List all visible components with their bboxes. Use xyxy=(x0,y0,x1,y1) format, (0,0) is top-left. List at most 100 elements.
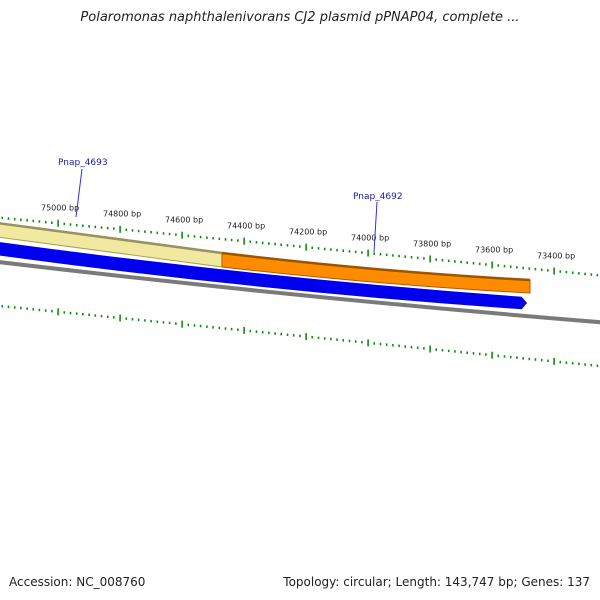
ruler-tick-minor xyxy=(230,238,233,242)
ruler-tick-minor xyxy=(32,308,35,311)
ruler-tick-minor xyxy=(379,342,382,346)
ruler-tick-major xyxy=(367,339,369,347)
ruler-tick-minor xyxy=(144,319,146,322)
ruler-tick-minor xyxy=(509,265,512,268)
ruler-tick-minor xyxy=(361,251,363,254)
ruler-tick-minor xyxy=(441,259,444,262)
ruler-tick-major xyxy=(553,357,555,365)
ruler-tick-minor xyxy=(224,327,227,330)
ruler-tick-minor xyxy=(13,306,16,309)
ruler-tick-minor xyxy=(379,253,382,256)
ruler-tick-minor xyxy=(106,315,109,318)
ruler-tick-minor xyxy=(255,241,258,244)
ruler-tick-minor xyxy=(392,344,394,347)
ruler-tick-minor xyxy=(460,260,462,264)
ruler-tick-minor xyxy=(559,270,562,273)
ruler-tick-minor xyxy=(528,267,531,270)
ruler-tick-minor xyxy=(497,354,499,358)
ruler-labels: 75000 bp 74800 bp 74600 bp 74400 bp 74200 bp… xyxy=(41,204,575,261)
gene-label-pnap-4692[interactable]: Pnap_4692 xyxy=(353,192,403,202)
ruler-tick-minor xyxy=(100,226,103,229)
ruler-tick-minor xyxy=(373,252,375,255)
ruler-tick-minor xyxy=(571,271,574,274)
ruler-tick-minor xyxy=(206,236,208,239)
ruler-tick-minor xyxy=(274,332,276,335)
ruler-tick-minor xyxy=(82,224,84,227)
ruler-tick-minor xyxy=(423,257,425,260)
ruler-tick-minor xyxy=(348,339,351,343)
ruler-label: 74200 bp xyxy=(289,228,327,237)
ruler-tick-minor xyxy=(261,331,264,334)
ruler-tick-major xyxy=(57,219,59,227)
ruler-tick-minor xyxy=(106,226,109,230)
ruler-tick-minor xyxy=(1,216,4,220)
ruler-tick-minor xyxy=(113,316,115,319)
ruler-tick-minor xyxy=(193,235,196,238)
ruler-tick-minor xyxy=(342,249,344,252)
ruler-tick-minor xyxy=(69,311,72,315)
ruler-tick-minor xyxy=(206,325,208,328)
map-title: Polaromonas naphthalenivorans CJ2 plasmi… xyxy=(80,10,520,25)
ruler-lower xyxy=(1,305,599,367)
ruler-tick-minor xyxy=(466,261,468,264)
ruler-tick-minor xyxy=(63,311,66,314)
ruler-tick-minor xyxy=(125,317,128,320)
ruler-tick-minor xyxy=(410,345,413,349)
ruler-tick-minor xyxy=(82,313,84,316)
ruler-tick-minor xyxy=(472,262,475,265)
ruler-tick-minor xyxy=(503,264,506,268)
gene-label-pnap-4693[interactable]: Pnap_4693 xyxy=(58,158,108,168)
ruler-tick-minor xyxy=(168,232,171,236)
gene-label-line-pnap-4692 xyxy=(373,201,378,253)
ruler-tick-major xyxy=(243,237,245,245)
ruler-tick-major xyxy=(429,255,431,263)
ruler-label: 73400 bp xyxy=(537,251,575,260)
ruler-tick-minor xyxy=(280,332,282,336)
ruler-tick-minor xyxy=(230,327,233,331)
ruler-tick-minor xyxy=(565,361,568,364)
ruler-tick-minor xyxy=(199,235,202,239)
ruler-tick-major xyxy=(429,345,431,353)
ruler-tick-minor xyxy=(447,259,450,263)
ruler-tick-minor xyxy=(237,328,239,331)
ruler-tick-minor xyxy=(94,225,97,229)
ruler-tick-major xyxy=(181,231,183,239)
ruler-tick-minor xyxy=(187,323,190,327)
ruler-tick-minor xyxy=(7,305,10,309)
ruler-tick-minor xyxy=(175,322,177,325)
ruler-tick-minor xyxy=(503,355,506,358)
ruler-tick-minor xyxy=(150,231,152,234)
ruler-tick-minor xyxy=(509,355,512,359)
ruler-tick-minor xyxy=(472,352,475,355)
ruler-tick-minor xyxy=(1,305,4,308)
ruler-tick-minor xyxy=(323,337,326,340)
ruler-tick-major xyxy=(57,308,59,316)
ruler-tick-minor xyxy=(113,227,115,230)
ruler-tick-major xyxy=(553,267,555,275)
ruler-label: 74800 bp xyxy=(103,210,141,219)
ruler-tick-minor xyxy=(94,314,97,317)
ruler-label: 74400 bp xyxy=(227,222,265,231)
ruler-tick-minor xyxy=(354,340,357,343)
ruler-tick-minor xyxy=(392,254,394,257)
ruler-tick-minor xyxy=(559,360,562,364)
ruler-tick-minor xyxy=(20,306,22,310)
ruler-tick-minor xyxy=(578,362,580,366)
ruler-tick-minor xyxy=(131,229,134,232)
ruler-tick-minor xyxy=(447,349,450,353)
ruler-tick-minor xyxy=(404,345,406,348)
ruler-tick-minor xyxy=(336,338,338,341)
ruler-tick-minor xyxy=(528,357,531,361)
ruler-tick-minor xyxy=(540,268,543,271)
ruler-tick-minor xyxy=(454,350,456,353)
ruler-tick-minor xyxy=(75,312,78,315)
ruler-tick-minor xyxy=(44,309,47,312)
ruler-tick-minor xyxy=(497,264,499,267)
ruler-tick-major xyxy=(119,225,121,233)
backbone-line xyxy=(0,260,600,325)
ruler-tick-minor xyxy=(534,358,537,361)
ruler-tick-minor xyxy=(466,351,468,354)
ruler-tick-minor xyxy=(268,331,270,335)
ruler-tick-minor xyxy=(330,337,332,341)
ruler-tick-minor xyxy=(435,348,437,351)
